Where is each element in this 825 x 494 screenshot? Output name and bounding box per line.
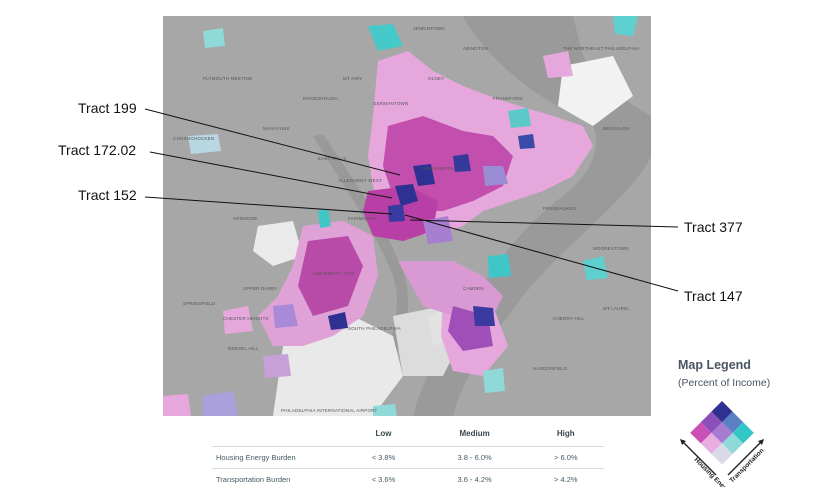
- row-label-housing: Housing Energy Burden: [212, 446, 346, 469]
- table-header-row: Low Medium High: [212, 425, 604, 447]
- tract-teal-5: [203, 28, 225, 48]
- tract-label-199: Tract 199: [78, 100, 137, 116]
- map-label-airport: Philadelphia International Airport: [281, 408, 378, 413]
- map-label-fairmount: Fairmount: [348, 216, 377, 221]
- schuylkill-river: [313, 134, 409, 378]
- map-label-olney: Olney: [428, 76, 445, 81]
- tract-teal-4: [613, 16, 638, 36]
- map-label-jenkintown: Jenkintown: [413, 26, 445, 31]
- table-row: Transportation Burden < 3.6% 3.6 - 4.2% …: [212, 468, 604, 490]
- map-label-roxborough: Roxborough: [303, 96, 339, 101]
- cell-housing-low: < 3.8%: [345, 446, 422, 469]
- map-label-kensington: Kensington: [423, 166, 455, 171]
- table-row: Housing Energy Burden < 3.8% 3.8 - 6.0% …: [212, 446, 604, 469]
- legend-cell-low-h-high-t: [732, 422, 754, 444]
- legend-cell-high-high: [711, 401, 733, 423]
- map-label-pennsauken: Pennsauken: [543, 206, 577, 211]
- map-label-bensalem: Bensalem: [603, 126, 630, 131]
- tract-label-152: Tract 152: [78, 187, 137, 203]
- legend-title: Map Legend: [678, 358, 751, 372]
- tract-dark-2: [388, 204, 405, 222]
- map-label-northeast: The Northeast Philadelphia: [563, 46, 640, 51]
- table-header-low: Low: [375, 429, 392, 438]
- tract-label-147: Tract 147: [684, 288, 743, 304]
- map-label-abington: Abington: [463, 46, 489, 51]
- tract-label-377: Tract 377: [684, 219, 743, 235]
- cell-transport-high: > 4.2%: [527, 468, 604, 490]
- northeast-white: [558, 56, 633, 126]
- tract-teal-3: [583, 256, 608, 280]
- tract-dark-4: [453, 154, 471, 172]
- tract-teal-7: [508, 108, 531, 128]
- map-label-university-city: University City: [313, 271, 355, 276]
- cell-transport-low: < 3.6%: [345, 468, 422, 490]
- map-label-ardmore: Ardmore: [233, 216, 258, 221]
- tract-teal-1: [368, 24, 403, 51]
- cell-housing-high: > 6.0%: [527, 446, 604, 469]
- legend-cell-mid-mid: [711, 422, 733, 444]
- tract-mid-4: [203, 391, 238, 416]
- tract-dark-1: [395, 184, 418, 206]
- tract-core-north: [383, 116, 513, 211]
- tract-dark-5: [328, 312, 348, 330]
- tract-dark-3: [413, 164, 435, 186]
- table-header-medium: Medium: [459, 429, 490, 438]
- map-label-manayunk: Manayunk: [263, 126, 290, 131]
- map-label-conshohocken: Conshohocken: [173, 136, 215, 141]
- tract-label-172-02: Tract 172.02: [58, 142, 137, 158]
- legend-cell-low-low: [711, 443, 733, 465]
- tract-dark-7: [518, 134, 535, 149]
- tract-lowlow-2: [263, 354, 291, 378]
- map-label-south-philadelphia: South Philadelphia: [348, 326, 401, 331]
- map-label-moorestown: Moorestown: [593, 246, 629, 251]
- legend-axis-housing: Housing Energy: [693, 456, 733, 487]
- tract-teal-6: [373, 404, 397, 416]
- map-label-frankford: Frankford: [493, 96, 523, 101]
- cell-transport-medium: 3.6 - 4.2%: [421, 468, 528, 490]
- tract-pink-edge-3: [543, 51, 573, 78]
- tract-mid-1: [423, 216, 453, 244]
- map-label-plymouth: Plymouth Meeting: [203, 76, 253, 81]
- map-label-drexel-hill: Drexel Hill: [228, 346, 259, 351]
- choropleth-map[interactable]: Jenkintown Abington Plymouth Meeting Rox…: [163, 16, 651, 416]
- tract-pink-edge-1: [163, 394, 191, 416]
- map-label-east-falls: East Falls: [318, 156, 347, 161]
- tract-dark-6: [473, 306, 495, 326]
- west-white: [253, 221, 303, 266]
- tract-pink-edge-2: [223, 306, 253, 334]
- legend-axis-transport: Transportation: [728, 447, 765, 484]
- map-label-haddonfield: Haddonfield: [533, 366, 568, 371]
- tract-mid-2: [273, 304, 298, 328]
- tract-teal-2: [488, 254, 511, 278]
- legend-subtitle: (Percent of Income): [678, 377, 771, 389]
- map-label-camden: Camden: [463, 286, 484, 291]
- cell-housing-medium: 3.8 - 6.0%: [421, 446, 528, 469]
- table-header-blank: [212, 425, 345, 447]
- tract-teal-9: [318, 209, 331, 228]
- map-label-allegheny-west: Allegheny West: [338, 178, 382, 183]
- legend-cell-high-h-low-t: [690, 422, 712, 444]
- table-header-high: High: [556, 429, 575, 438]
- bivariate-legend: Housing Energy Transportation: [680, 401, 766, 487]
- map-label-mt-laurel: Mt Laurel: [603, 306, 630, 311]
- map-label-springfield: Springfield: [183, 301, 216, 306]
- tract-mid-3: [483, 166, 508, 186]
- map-label-mt-airy: Mt Airy: [343, 76, 363, 81]
- burden-table: Low Medium High Housing Energy Burden < …: [212, 425, 604, 490]
- map-label-upper-darby: Upper Darby: [243, 286, 278, 291]
- tract-teal-8: [483, 368, 505, 393]
- row-label-transport: Transportation Burden: [212, 468, 346, 490]
- tract-core-west: [298, 236, 363, 316]
- map-label-germantown: Germantown: [373, 101, 409, 106]
- map-label-chester-heights: Chester Heights: [223, 316, 269, 321]
- map-label-cherry-hill: Cherry Hill: [553, 316, 585, 321]
